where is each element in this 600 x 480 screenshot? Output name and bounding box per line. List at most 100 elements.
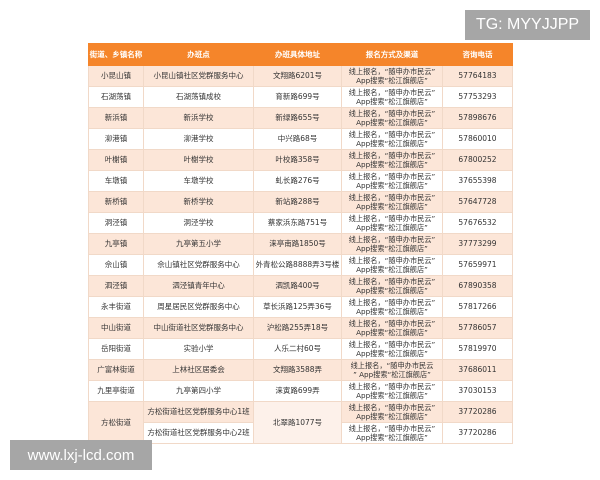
town-cell: 小昆山镇 — [88, 65, 144, 87]
town-cell: 洞泾镇 — [88, 212, 144, 234]
site-cell: 周星居民区党群服务中心 — [143, 296, 254, 318]
site-cell: 车墩学校 — [143, 170, 254, 192]
phone-cell: 57860010 — [442, 128, 513, 150]
address-cell: 外青松公路8888弄3号楼 — [253, 254, 342, 276]
registration-line-2: App搜索“松江旗舰店” — [356, 97, 428, 106]
town-cell: 泗泾镇 — [88, 275, 144, 297]
registration-line-1: 线上报名，“随申办市民云” — [348, 150, 436, 160]
registration-cell: 线上报名，“随申办市民云” App搜索“松江旗舰店” — [341, 233, 443, 255]
watermark-bottom: www.lxj-lcd.com — [10, 440, 152, 470]
site-cell: 实验小学 — [143, 338, 254, 360]
registration-cell: 线上报名，“随申办市民云” App搜索“松江旗舰店” — [341, 275, 443, 297]
registration-line-1: 线上报名，“随申办市民云” — [348, 234, 436, 244]
address-cell: 虬长路276号 — [253, 170, 342, 192]
registration-line-1: 线上报名，“随申办市民云” — [348, 402, 436, 412]
town-cell: 九亭镇 — [88, 233, 144, 255]
phone-cell: 57819970 — [442, 338, 513, 360]
table-row: 岳阳街道 实验小学 人乐二村60号 线上报名，“随申办市民云” App搜索“松江旗舰店”… — [88, 338, 513, 360]
town-cell: 叶榭镇 — [88, 149, 144, 171]
registration-line-1: 线上报名，“随申办市民云” — [348, 213, 436, 223]
address-cell: 涞亭南路1850号 — [253, 233, 342, 255]
address-cell: 草长浜路125弄36号 — [253, 296, 342, 318]
town-cell: 岳阳街道 — [88, 338, 144, 360]
phone-cell: 57764183 — [442, 65, 513, 87]
site-cell: 九亭第四小学 — [143, 380, 254, 402]
town-cell: 广富林街道 — [88, 359, 144, 381]
site-cell: 小昆山镇社区党群服务中心 — [143, 65, 254, 87]
registration-line-1: 线上报名，“随申办市民云” — [348, 318, 436, 328]
phone-cell: 37030153 — [442, 380, 513, 402]
table-row: 泗泾镇 泗泾镇青年中心 泗凯路400号 线上报名，“随申办市民云” App搜索“松江旗舰… — [88, 275, 513, 297]
table-row: 方松街道社区党群服务中心2班 线上报名，“随申办市民云” App搜索“松江旗舰店” 3… — [89, 422, 513, 444]
table-row: 洞泾镇 洞泾学校 蔡家浜东路751号 线上报名，“随申办市民云” App搜索“松江旗舰店… — [88, 212, 513, 234]
registration-cell: 线上报名，“随申办市民云” App搜索“松江旗舰店” — [341, 359, 443, 381]
registration-line-1: 线上报名，“随申办市民云” — [348, 297, 436, 307]
phone-cell: 57676532 — [442, 212, 513, 234]
registration-line-2: App搜索“松江旗舰店” — [356, 286, 428, 295]
registration-cell: 线上报名，“随申办市民云” App搜索“松江旗舰店” — [341, 149, 443, 171]
table-row: 新桥镇 新桥学校 新站路288号 线上报名，“随申办市民云” App搜索“松江旗舰店” 5… — [88, 191, 513, 213]
registration-line-2: App搜索“松江旗舰店” — [356, 412, 428, 421]
table-row: 广富林街道 上林社区居委会 文翔路3588弄 线上报名，“随申办市民云” App搜索“… — [88, 359, 513, 381]
registration-line-2: App搜索“松江旗舰店” — [356, 349, 428, 358]
registration-line-2: App搜索“松江旗舰店” — [356, 265, 428, 274]
table-row: 佘山镇 佘山镇社区党群服务中心 外青松公路8888弄3号楼 线上报名，“随申办市民云”… — [88, 254, 513, 276]
registration-line-2: App搜索“松江旗舰店” — [356, 76, 428, 85]
phone-cell: 57898676 — [442, 107, 513, 129]
address-cell: 新绿路655号 — [253, 107, 342, 129]
registration-line-1: 线上报名，“随申办市民云” — [348, 339, 436, 349]
registration-cell: 线上报名，“随申办市民云” App搜索“松江旗舰店” — [341, 338, 443, 360]
registration-line-1: 线上报名，“随申办市民云” — [348, 87, 436, 97]
phone-cell: 57659971 — [442, 254, 513, 276]
registration-cell: 线上报名，“随申办市民云” App搜索“松江旗舰店” — [341, 65, 443, 87]
phone-cell: 57647728 — [442, 191, 513, 213]
town-cell: 中山街道 — [88, 317, 144, 339]
registration-line-1: 线上报名，“随申办市民云” — [348, 255, 436, 265]
town-cell: 石湖荡镇 — [88, 86, 144, 108]
header-phone: 咨询电话 — [442, 43, 513, 66]
phone-cell: 67800252 — [442, 149, 513, 171]
registration-line-2: App搜索“松江旗舰店” — [356, 307, 428, 316]
table-row: 石湖荡镇 石湖荡镇成校 育新路699号 线上报名，“随申办市民云” App搜索“松江旗舰… — [88, 86, 513, 108]
address-cell: 沪松路255弄18号 — [253, 317, 342, 339]
site-cell: 泖港学校 — [143, 128, 254, 150]
registration-line-2: App搜索“松江旗舰店” — [356, 433, 428, 442]
registration-line-1: 线上报名，“随申办市民云” — [348, 381, 436, 391]
registration-cell: 线上报名，“随申办市民云” App搜索“松江旗舰店” — [341, 86, 443, 108]
phone-cell: 37720286 — [442, 422, 513, 444]
registration-line-1: 线上报名，“随申办市民云” — [348, 171, 436, 181]
table-row: 永丰街道 周星居民区党群服务中心 草长浜路125弄36号 线上报名，“随申办市民云” A… — [88, 296, 513, 318]
registration-line-2: App搜索“松江旗舰店” — [356, 244, 428, 253]
table-row: 小昆山镇 小昆山镇社区党群服务中心 文翔路6201号 线上报名，“随申办市民云” App… — [88, 65, 513, 87]
town-cell: 九里亭街道 — [88, 380, 144, 402]
town-cell: 佘山镇 — [88, 254, 144, 276]
site-cell: 九亭第五小学 — [143, 233, 254, 255]
site-cell: 新桥学校 — [143, 191, 254, 213]
town-cell: 新桥镇 — [88, 191, 144, 213]
phone-cell: 67890358 — [442, 275, 513, 297]
phone-cell: 37773299 — [442, 233, 513, 255]
table-row: 方松街道 方松街道社区党群服务中心1班 北翠路1077号 线上报名，“随申办市民云” A… — [88, 401, 513, 444]
registration-cell: 线上报名，“随申办市民云” App搜索“松江旗舰店” — [341, 254, 443, 276]
registration-line-2: App搜索“松江旗舰店” — [356, 223, 428, 232]
registration-cell: 线上报名，“随申办市民云” App搜索“松江旗舰店” — [341, 422, 443, 444]
registration-line-2: App搜索“松江旗舰店” — [356, 139, 428, 148]
registration-line-2: App搜索“松江旗舰店” — [356, 160, 428, 169]
phone-cell: 37686011 — [442, 359, 513, 381]
registration-line-2: App搜索“松江旗舰店” — [356, 328, 428, 337]
registration-line-1: 线上报名，“随申办市民云” — [348, 423, 436, 433]
site-cell: 中山街道社区党群服务中心 — [143, 317, 254, 339]
registration-cell: 线上报名，“随申办市民云” App搜索“松江旗舰店” — [341, 296, 443, 318]
town-cell: 方松街道 — [88, 401, 144, 444]
address-cell: 中兴路68号 — [253, 128, 342, 150]
registration-cell: 线上报名，“随申办市民云” App搜索“松江旗舰店” — [341, 170, 443, 192]
address-cell: 人乐二村60号 — [253, 338, 342, 360]
registration-cell: 线上报名，“随申办市民云” App搜索“松江旗舰店” — [341, 401, 443, 423]
registration-cell: 线上报名，“随申办市民云” App搜索“松江旗舰店” — [341, 191, 443, 213]
table-row: 叶榭镇 叶榭学校 叶校路358号 线上报名，“随申办市民云” App搜索“松江旗舰店” 6… — [88, 149, 513, 171]
town-cell: 永丰街道 — [88, 296, 144, 318]
table-row: 泖港镇 泖港学校 中兴路68号 线上报名，“随申办市民云” App搜索“松江旗舰店” 57… — [88, 128, 513, 150]
site-cell: 方松街道社区党群服务中心1班 — [143, 401, 254, 423]
registration-line-2: App搜索“松江旗舰店” — [356, 118, 428, 127]
table-row: 车墩镇 车墩学校 虬长路276号 线上报名，“随申办市民云” App搜索“松江旗舰店” 3… — [88, 170, 513, 192]
